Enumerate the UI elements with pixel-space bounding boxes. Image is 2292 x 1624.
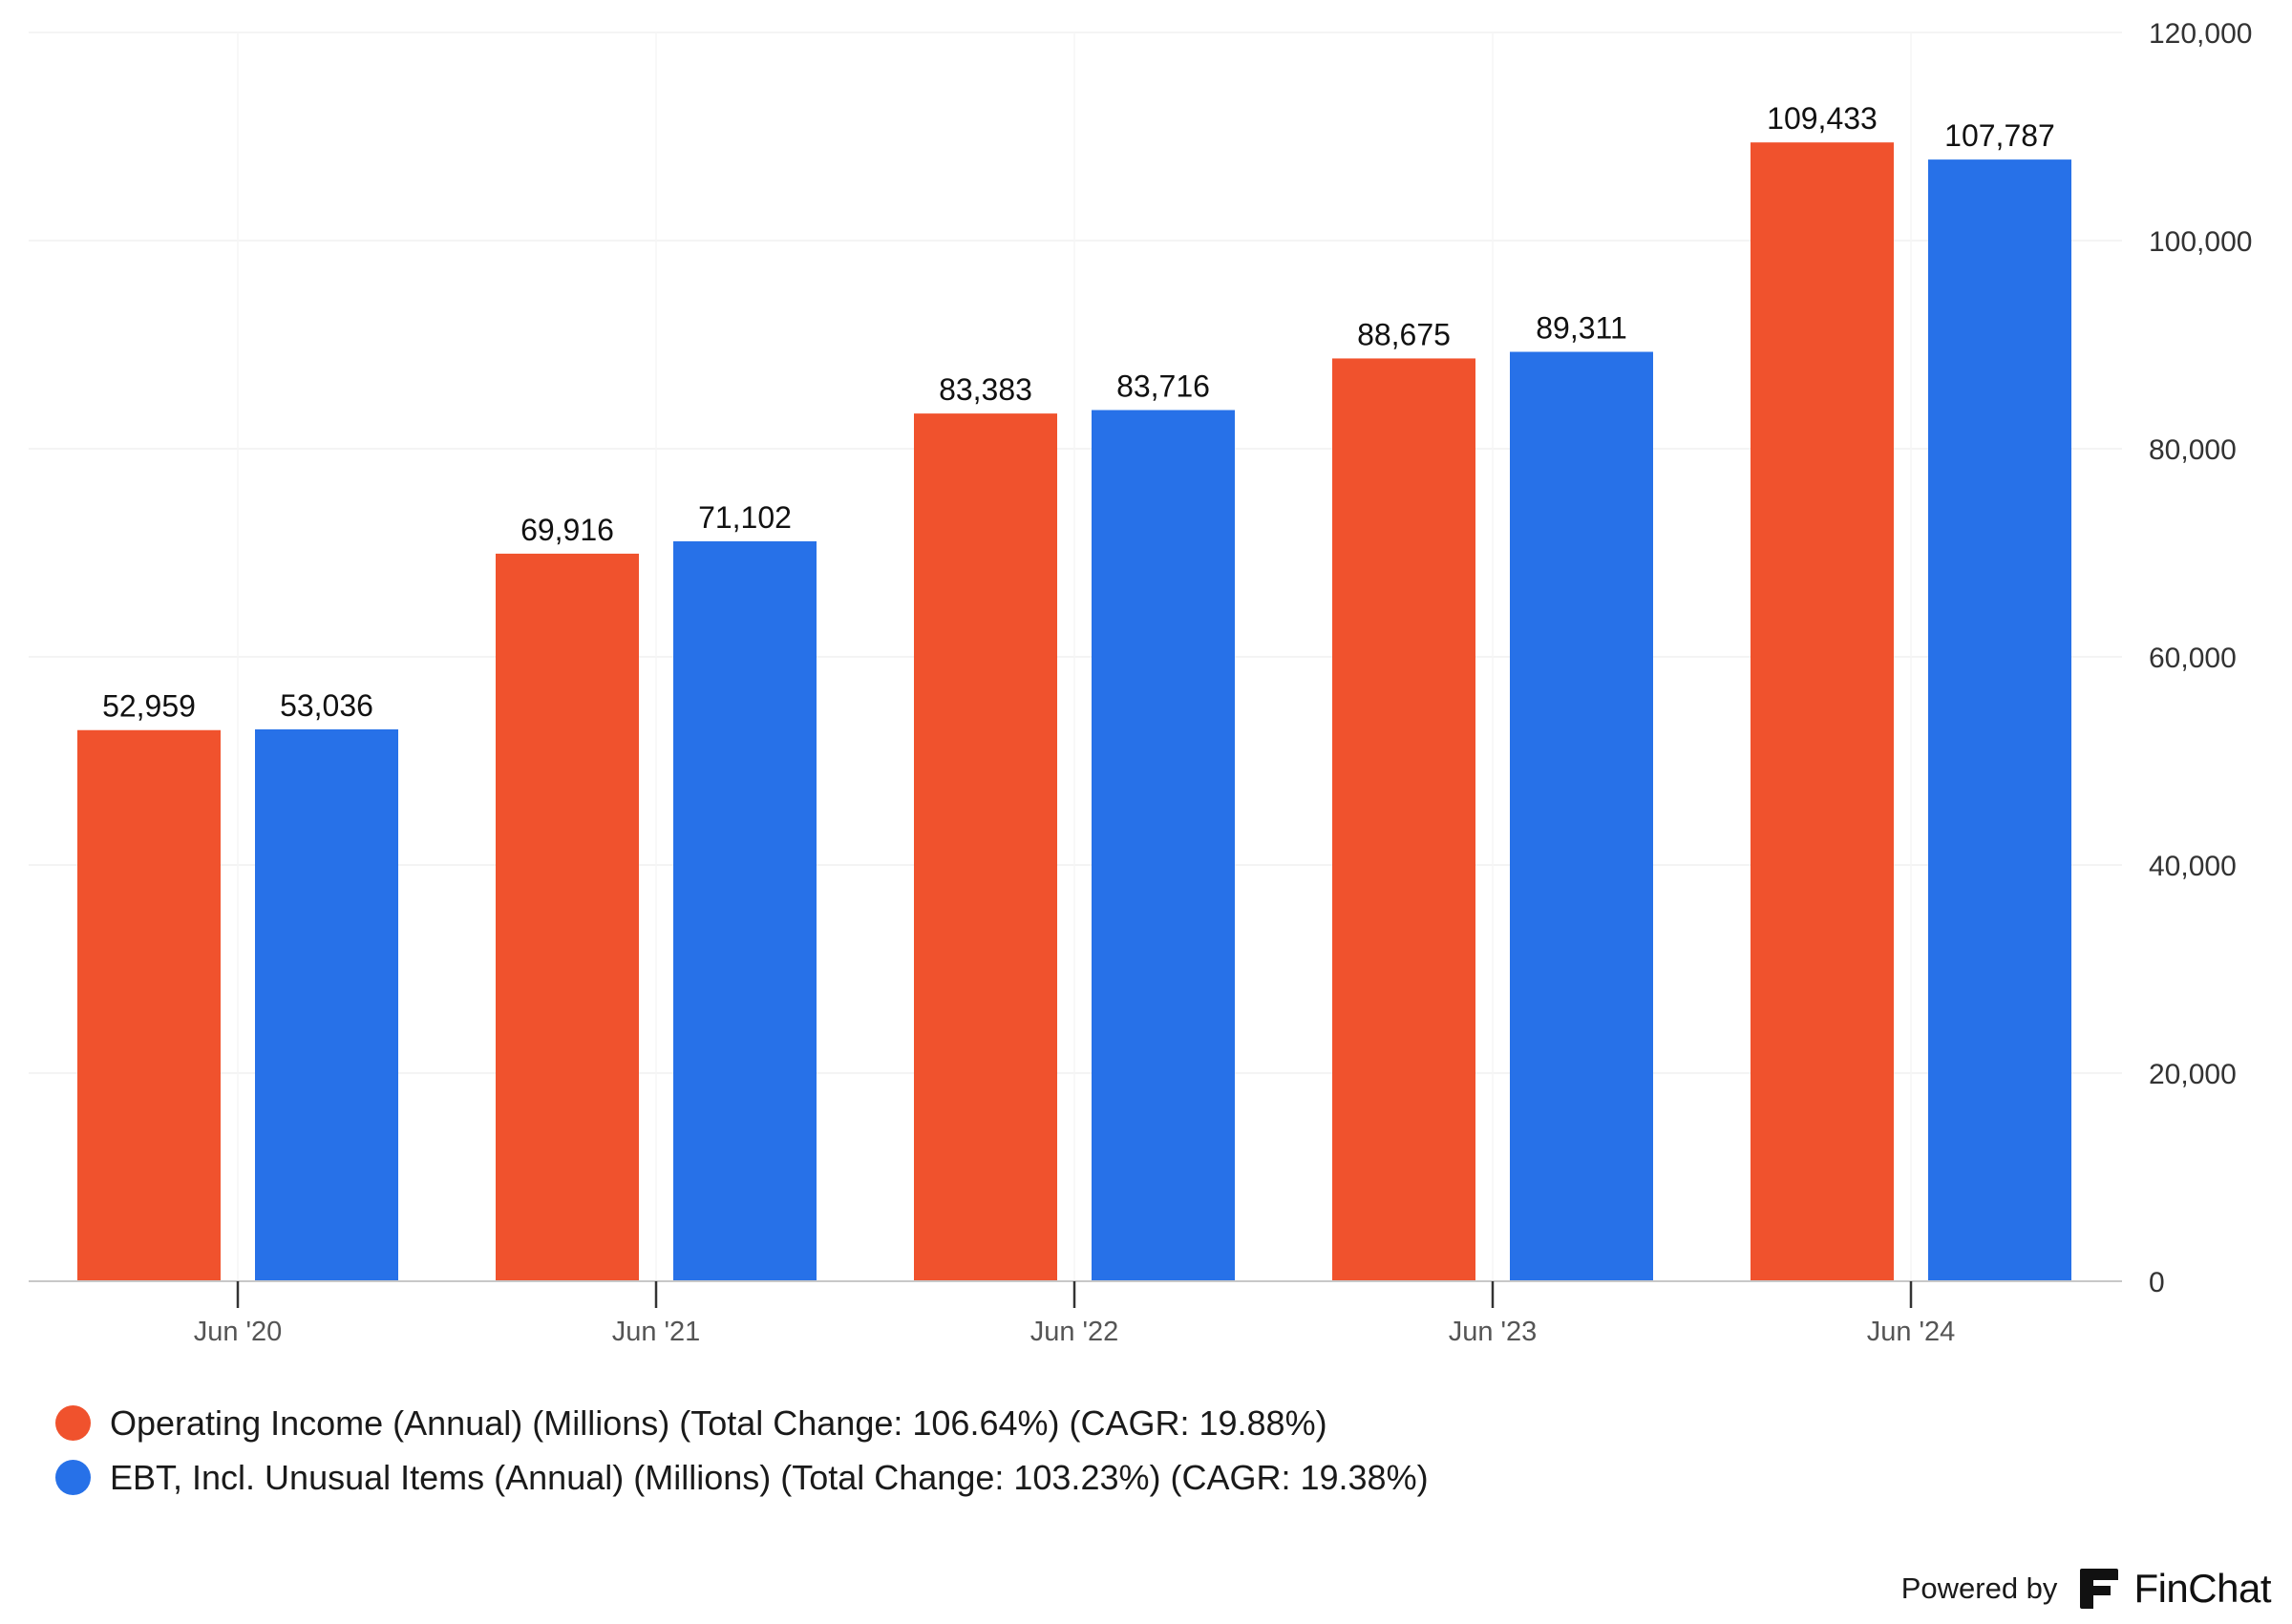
bar-operating-income — [914, 413, 1057, 1281]
x-tick-label: Jun '22 — [1030, 1317, 1119, 1347]
bar-ebt — [1092, 410, 1235, 1281]
bar-value-label: 89,311 — [1536, 311, 1627, 346]
bar-value-label: 53,036 — [280, 688, 373, 723]
y-tick-label: 80,000 — [2149, 434, 2237, 466]
bar-ebt — [673, 540, 817, 1281]
powered-by-text: Powered by — [1900, 1571, 2058, 1605]
legend-label: EBT, Incl. Unusual Items (Annual) (Milli… — [110, 1457, 1429, 1497]
bar-value-label: 52,959 — [102, 689, 196, 724]
bar-operating-income — [1751, 142, 1894, 1281]
bar-ebt — [1928, 159, 2071, 1281]
bar-chart: 0 20,000 40,000 60,000 80,000 100,000 120,000 J… — [29, 18, 2252, 1347]
data-labels: 52,959 69,916 83,383 88,675 109,433 53,036 71,… — [102, 101, 2055, 724]
bar-value-label: 109,433 — [1767, 101, 1878, 136]
finchat-logo: FinChat — [2078, 1566, 2271, 1612]
y-tick-label: 20,000 — [2149, 1059, 2237, 1090]
x-tick-label: Jun '20 — [194, 1317, 283, 1347]
y-tick-label: 60,000 — [2149, 643, 2237, 674]
bar-ebt — [255, 728, 398, 1281]
y-tick-label: 120,000 — [2149, 18, 2252, 50]
bar-value-label: 83,716 — [1116, 369, 1210, 403]
bar-ebt — [1510, 351, 1653, 1281]
legend-dot-icon — [55, 1405, 91, 1441]
y-tick-label: 100,000 — [2149, 226, 2252, 258]
bar-value-label: 71,102 — [698, 500, 792, 535]
bar-value-label: 88,675 — [1357, 317, 1451, 351]
bar-value-label: 83,383 — [939, 372, 1032, 407]
legend-item-operating-income[interactable]: Operating Income (Annual) (Millions) (To… — [55, 1396, 1429, 1450]
bar-operating-income — [496, 553, 639, 1281]
legend-label: Operating Income (Annual) (Millions) (To… — [110, 1403, 1327, 1443]
bar-operating-income — [1332, 358, 1475, 1281]
finchat-logo-icon — [2080, 1569, 2119, 1609]
bar-value-label: 69,916 — [520, 513, 614, 547]
legend-dot-icon — [55, 1460, 91, 1495]
bar-operating-income — [77, 729, 221, 1281]
legend-item-ebt[interactable]: EBT, Incl. Unusual Items (Annual) (Milli… — [55, 1450, 1429, 1505]
y-tick-label: 40,000 — [2149, 851, 2237, 882]
axes: 0 20,000 40,000 60,000 80,000 100,000 120,000 J… — [29, 18, 2252, 1347]
x-tick-label: Jun '24 — [1867, 1317, 1956, 1347]
powered-by-finchat[interactable]: Powered by FinChat — [1900, 1566, 2272, 1612]
bar-value-label: 107,787 — [1944, 118, 2055, 153]
y-tick-label: 0 — [2149, 1267, 2165, 1298]
x-tick-label: Jun '21 — [612, 1317, 701, 1347]
x-tick-label: Jun '23 — [1449, 1317, 1538, 1347]
bars — [77, 142, 2071, 1281]
legend: Operating Income (Annual) (Millions) (To… — [55, 1396, 1429, 1505]
finchat-brand-name: FinChat — [2133, 1566, 2271, 1611]
